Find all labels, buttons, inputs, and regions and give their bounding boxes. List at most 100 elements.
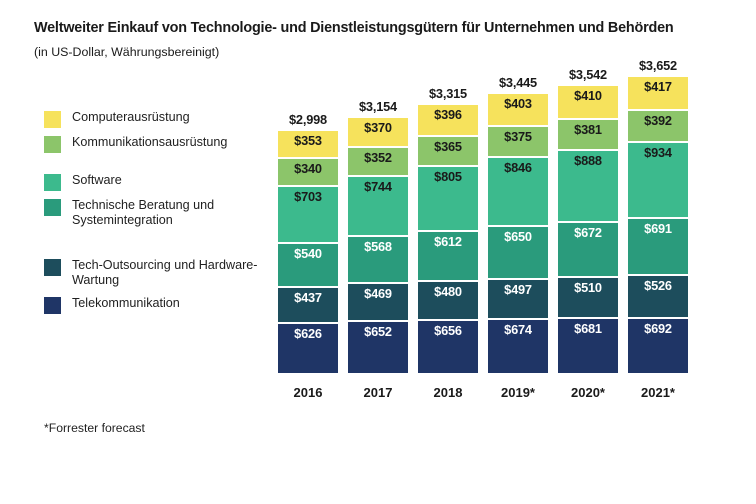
bar-segment[interactable]: $410: [558, 86, 618, 118]
bar-segment-label: $417: [644, 79, 672, 95]
legend-item-1[interactable]: Computerausrüstung: [44, 110, 190, 128]
legend-item-label: Software: [72, 173, 122, 187]
bar-total-label: $2,998: [289, 111, 327, 127]
bar-segment-label: $526: [644, 277, 672, 293]
bar-segment[interactable]: $805: [418, 166, 478, 231]
bar-segment-label: $510: [574, 279, 602, 295]
legend-swatch-icon: [44, 297, 61, 314]
bar-segment[interactable]: $469: [348, 283, 408, 320]
x-axis-tick-label: 2019*: [501, 385, 535, 400]
bar-segment[interactable]: $370: [348, 117, 408, 147]
bar-segment[interactable]: $681: [558, 319, 618, 373]
chart-footnote: *Forrester forecast: [44, 421, 145, 435]
bar-segment-label: $396: [434, 106, 462, 122]
legend-swatch-icon: [44, 111, 61, 128]
x-axis-tick-label: 2020*: [571, 385, 605, 400]
bar-group-2018[interactable]: $3,315 $396 $365 $805 $612 $480 $656 2018: [418, 0, 478, 504]
bar-segment[interactable]: $417: [628, 77, 688, 110]
legend-swatch-icon: [44, 136, 61, 153]
bar-segment-label: $469: [364, 285, 392, 301]
bar-group-2017[interactable]: $3,154 $370 $352 $744 $568 $469 $652 2017: [348, 0, 408, 504]
bar-group-2019[interactable]: $3,445 $403 $375 $846 $650 $497 $674 2019*: [488, 0, 548, 504]
bar-segment[interactable]: $692: [628, 318, 688, 373]
legend-item-3[interactable]: Software: [44, 173, 122, 191]
legend-item-2[interactable]: Kommunikationsausrüstung: [44, 135, 227, 153]
bar-total-label: $3,445: [499, 75, 537, 91]
bar-segment-label: $480: [434, 284, 462, 300]
legend-item-5[interactable]: Tech-Outsourcing und Hardware- Wartung: [44, 258, 258, 288]
x-axis-tick-label: 2016: [293, 385, 323, 400]
bar-segment[interactable]: $540: [278, 244, 338, 287]
bar-segment-label: $703: [294, 189, 322, 205]
bar-segment[interactable]: $437: [278, 288, 338, 323]
bar-segment-label: $888: [574, 152, 602, 168]
legend-item-4[interactable]: Technische Beratung und Systemintegratio…: [44, 198, 214, 228]
bar-segment-label: $674: [504, 322, 532, 338]
bar-total-label: $3,652: [639, 58, 677, 74]
bar-segment-label: $352: [364, 150, 392, 166]
legend-item-label: Technische Beratung und Systemintegratio…: [72, 198, 215, 227]
bar-segment[interactable]: $510: [558, 277, 618, 318]
legend-item-label: Telekommunikation: [72, 296, 180, 310]
legend-item-label: Tech-Outsourcing und Hardware- Wartung: [72, 258, 258, 287]
legend-swatch-icon: [44, 199, 61, 216]
bar-segment[interactable]: $526: [628, 275, 688, 317]
bar-segment[interactable]: $403: [488, 94, 548, 126]
bar-segment-label: $744: [364, 178, 392, 194]
bar-group-2020[interactable]: $3,542 $410 $381 $888 $672 $510 $681 2020*: [558, 0, 618, 504]
bar-segment-label: $805: [434, 168, 462, 184]
bar-segment-label: $340: [294, 161, 322, 177]
bar-segment[interactable]: $353: [278, 130, 338, 158]
bar-segment[interactable]: $375: [488, 127, 548, 156]
bar-group-2021[interactable]: $3,652 $417 $392 $934 $691 $526 $692 2021*: [628, 0, 688, 504]
bar-segment[interactable]: $888: [558, 150, 618, 222]
legend-item-label: Computerausrüstung: [72, 110, 190, 124]
bar-segment-label: $846: [504, 159, 532, 175]
chart-subtitle: (in US-Dollar, Währungsbereinigt): [34, 45, 220, 59]
chart-title: Weltweiter Einkauf von Technologie- und …: [34, 20, 674, 36]
bar-segment[interactable]: $396: [418, 104, 478, 136]
bar-segment-label: $375: [504, 129, 532, 145]
bar-segment-label: $370: [364, 119, 392, 135]
bar-segment[interactable]: $846: [488, 157, 548, 225]
bar-segment[interactable]: $934: [628, 143, 688, 218]
bar-segment[interactable]: $392: [628, 111, 688, 142]
bar-segment-label: $681: [574, 321, 602, 337]
bar-segment[interactable]: $381: [558, 119, 618, 149]
bar-segment[interactable]: $352: [348, 148, 408, 175]
bar-segment[interactable]: $672: [558, 223, 618, 276]
bar-segment[interactable]: $612: [418, 232, 478, 281]
legend-swatch-icon: [44, 174, 61, 191]
bar-segment[interactable]: $497: [488, 279, 548, 319]
bar-segment-label: $626: [294, 326, 322, 342]
bar-segment-label: $656: [434, 323, 462, 339]
bar-segment-label: $692: [644, 320, 672, 336]
bar-segment[interactable]: $652: [348, 321, 408, 374]
bar-segment[interactable]: $650: [488, 226, 548, 278]
x-axis-tick-label: 2018: [433, 385, 463, 400]
bar-segment-label: $381: [574, 121, 602, 137]
bar-segment[interactable]: $480: [418, 282, 478, 320]
bar-segment-label: $612: [434, 234, 462, 250]
bar-segment[interactable]: $674: [488, 320, 548, 373]
bar-segment[interactable]: $626: [278, 324, 338, 374]
bar-segment[interactable]: $691: [628, 219, 688, 274]
bar-segment-label: $403: [504, 96, 532, 112]
bar-segment-label: $540: [294, 246, 322, 262]
bar-segment[interactable]: $568: [348, 237, 408, 282]
bar-segment[interactable]: $365: [418, 137, 478, 165]
legend-swatch-icon: [44, 259, 61, 276]
bar-group-2016[interactable]: $2,998 $353 $340 $703 $540 $437 $626 2016: [278, 0, 338, 504]
bar-segment-label: $353: [294, 132, 322, 148]
bar-segment-label: $437: [294, 290, 322, 306]
bar-segment-label: $410: [574, 88, 602, 104]
bar-segment-label: $934: [644, 145, 672, 161]
bar-segment[interactable]: $703: [278, 187, 338, 243]
bar-segment[interactable]: $656: [418, 321, 478, 373]
x-axis-tick-label: 2017: [363, 385, 393, 400]
bar-segment[interactable]: $744: [348, 176, 408, 236]
legend-item-6[interactable]: Telekommunikation: [44, 296, 180, 314]
bar-segment[interactable]: $340: [278, 159, 338, 186]
legend-item-label: Kommunikationsausrüstung: [72, 135, 228, 149]
